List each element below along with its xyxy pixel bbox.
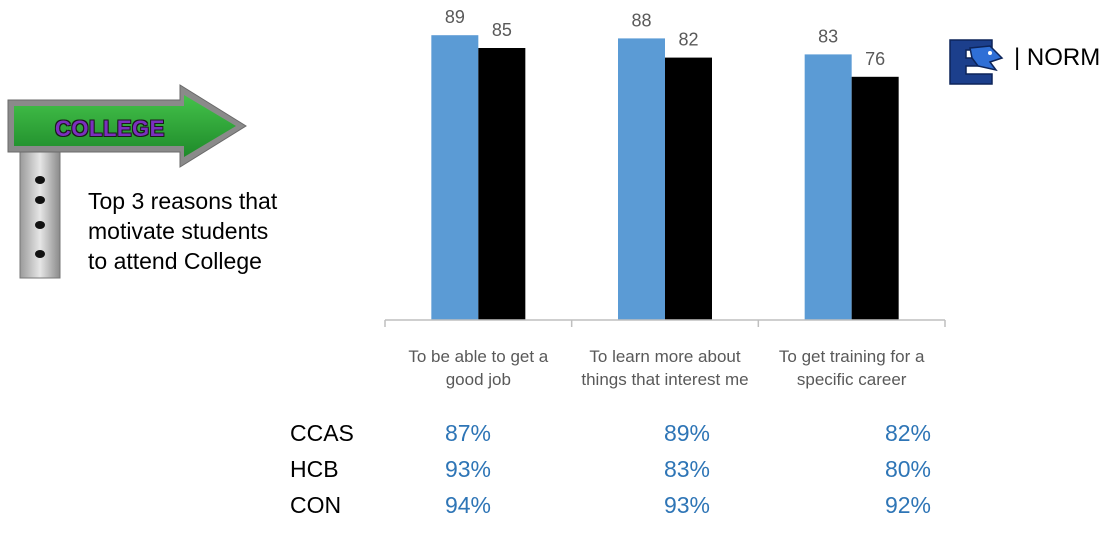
data-label: 82 xyxy=(678,30,698,50)
stats-value: 87% xyxy=(444,420,492,446)
sign-label: COLLEGE xyxy=(55,116,165,141)
pole-hole xyxy=(35,221,45,229)
data-label: 85 xyxy=(492,20,512,40)
data-label: 76 xyxy=(865,49,885,69)
data-label: 88 xyxy=(631,10,651,30)
description-line: motivate students xyxy=(88,218,269,244)
stats-value: 83% xyxy=(663,456,711,482)
category-label: To be able to get a xyxy=(408,347,548,366)
data-label: 89 xyxy=(445,7,465,27)
description-line: Top 3 reasons that xyxy=(88,188,278,214)
category-label: To get training for a xyxy=(779,347,925,366)
stats-value: 80% xyxy=(884,456,932,482)
category-label: To learn more about xyxy=(589,347,740,366)
pole-hole xyxy=(35,176,45,184)
bar xyxy=(431,35,479,320)
category-label: things that interest me xyxy=(581,370,748,389)
chart-description: Top 3 reasons that motivate students to … xyxy=(88,186,328,276)
college-sign xyxy=(0,82,250,282)
data-label: 83 xyxy=(818,26,838,46)
stats-row-label: CON xyxy=(290,492,342,518)
stats-value: 93% xyxy=(663,492,711,518)
description-line: to attend College xyxy=(88,248,262,274)
stats-row-label: HCB xyxy=(290,456,339,482)
stats-value: 93% xyxy=(444,456,492,482)
signpost-graphic xyxy=(7,84,247,279)
bar xyxy=(618,38,665,321)
bar xyxy=(851,76,899,320)
stats-row-label: CCAS xyxy=(290,420,354,446)
bar xyxy=(804,54,852,321)
stats-value: 94% xyxy=(444,492,492,518)
arrow-panel xyxy=(14,95,236,157)
stats-value: 89% xyxy=(663,420,711,446)
pole-hole xyxy=(35,250,45,258)
stats-value: 92% xyxy=(884,492,932,518)
bluejay-logo xyxy=(946,36,1006,88)
bar xyxy=(665,57,712,320)
norm-label: | NORM xyxy=(1014,44,1101,71)
pole-hole xyxy=(35,196,45,204)
category-label: specific career xyxy=(797,370,907,389)
bar xyxy=(478,48,526,320)
category-label: good job xyxy=(446,370,511,389)
stats-value: 82% xyxy=(884,420,932,446)
